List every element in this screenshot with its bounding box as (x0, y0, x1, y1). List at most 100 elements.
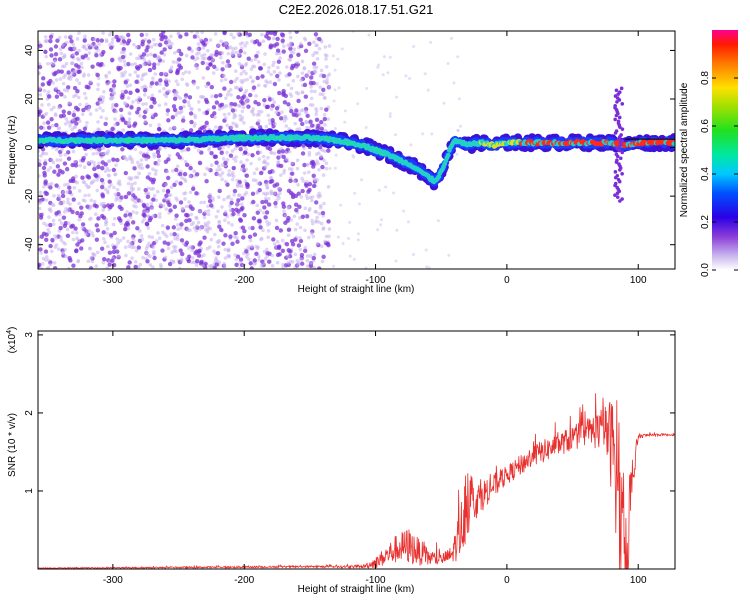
spectrogram-noise-point (182, 104, 186, 109)
spectrogram-noise-point (166, 43, 170, 48)
spectrogram-noise-point (65, 190, 70, 194)
spectrogram-noise-point (139, 199, 143, 204)
spectrogram-noise-point (220, 205, 224, 209)
spectrogram-noise-point (123, 194, 129, 200)
spectrogram-noise-point (261, 154, 266, 159)
spectrogram-noise-point (71, 263, 76, 268)
spectrogram-noise-point (50, 123, 55, 128)
spectrogram-noise-point (50, 237, 55, 243)
spectrogram-noise-point (146, 226, 151, 230)
spectrogram-noise-point (54, 236, 59, 240)
spectrogram-noise-point (360, 178, 364, 182)
spectrogram-noise-point (105, 189, 110, 193)
spectrogram-noise-point (280, 32, 285, 37)
spectrogram-noise-point (300, 151, 306, 156)
spectrogram-noise-point (95, 38, 100, 43)
spectrogram-noise-point (217, 188, 222, 194)
spectrogram-noise-point (116, 191, 121, 197)
spectrogram-noise-point (291, 112, 297, 117)
spectrogram-noise-point (286, 83, 291, 87)
spectrogram-noise-point (306, 163, 310, 167)
spectrogram-noise-point (102, 236, 106, 241)
spectrogram-noise-point (317, 220, 321, 224)
spectrogram-noise-point (278, 71, 282, 75)
spectrogram-noise-point (147, 171, 152, 176)
spectrogram-noise-point (239, 63, 244, 68)
spectrogram-noise-point (85, 120, 89, 125)
spectrogram-noise-point (232, 35, 236, 40)
spectrogram-noise-point (178, 248, 183, 253)
spectrogram-noise-point (38, 162, 42, 167)
spectrogram-noise-point (206, 167, 211, 172)
spectrogram-noise-point (318, 205, 323, 210)
spectrogram-noise-point (379, 223, 383, 227)
spectrogram-noise-point (255, 167, 259, 171)
spectrogram-noise-point (322, 201, 326, 206)
spectrogram-noise-point (171, 225, 177, 230)
spectrogram-noise-point (323, 53, 328, 57)
spectrogram-noise-point (430, 132, 434, 136)
spectrogram-noise-point (223, 233, 228, 238)
spectrogram-noise-point (238, 146, 243, 152)
spectrogram-noise-point (308, 119, 313, 124)
spectrogram-noise-point (48, 222, 53, 228)
spectrogram-noise-point (234, 46, 238, 51)
spectrogram-noise-point (231, 121, 235, 126)
spectrogram-plot-area (38, 31, 675, 269)
spectrogram-noise-point (130, 160, 135, 165)
spectrogram-noise-point (309, 123, 315, 128)
spectrogram-noise-point (252, 258, 257, 263)
spectrogram-noise-point (311, 234, 316, 239)
spectrogram-noise-point (156, 126, 162, 132)
snr-y-tick-label: 1 (24, 488, 35, 494)
spectrogram-noise-point (80, 65, 84, 70)
spectrogram-noise-point (179, 238, 185, 243)
spectrogram-noise-point (38, 62, 42, 66)
spectrogram-noise-point (275, 260, 280, 265)
spectrogram-noise-point (230, 223, 234, 227)
spectrogram-spur-point (619, 133, 623, 137)
spectrogram-noise-point (206, 56, 212, 61)
spectrogram-noise-point (155, 189, 160, 194)
spectrogram-noise-point (214, 262, 219, 267)
spectrogram-noise-point (73, 226, 78, 231)
spectrogram-noise-point (251, 85, 257, 90)
spectrogram-noise-point (411, 252, 415, 256)
spectrogram-noise-point (307, 170, 311, 175)
spectrogram-noise-point (172, 51, 177, 55)
spectrogram-noise-point (250, 244, 254, 249)
spectrogram-noise-point (317, 211, 322, 216)
spectrogram-noise-point (92, 252, 96, 257)
spectrogram-noise-point (44, 255, 49, 259)
spectrogram-noise-point (91, 234, 95, 238)
spectrogram-noise-point (151, 186, 156, 191)
spectrogram-noise-point (157, 103, 162, 108)
spectrogram-noise-point (113, 122, 117, 127)
spectrogram-y-axis-label: Frequency (Hz) (7, 116, 18, 185)
spectrogram-noise-point (58, 225, 63, 231)
spectrogram-noise-point (217, 220, 222, 225)
spectrogram-noise-point (146, 253, 150, 257)
spectrogram-noise-point (395, 95, 399, 99)
spectrogram-noise-point (257, 125, 263, 130)
spectrogram-noise-point (151, 265, 155, 269)
spectrogram-noise-point (233, 85, 238, 90)
spectrogram-noise-point (113, 117, 117, 121)
spectrogram-noise-point (293, 227, 298, 232)
spectrogram-noise-point (305, 254, 310, 258)
spectrogram-noise-point (236, 31, 240, 36)
spectrogram-noise-point (327, 44, 332, 48)
spectrogram-noise-point (63, 152, 67, 157)
spectrogram-noise-point (214, 52, 219, 57)
spectrogram-noise-point (142, 62, 146, 67)
spectrogram-noise-point (112, 92, 116, 96)
spectrogram-noise-point (204, 110, 210, 115)
spectrogram-noise-point (179, 51, 184, 57)
spectrogram-noise-point (204, 84, 209, 88)
spectrogram-noise-point (261, 228, 265, 233)
spectrogram-noise-point (157, 123, 161, 127)
spectrogram-noise-point (145, 32, 149, 37)
spectrogram-noise-point (88, 205, 93, 210)
spectrogram-noise-point (197, 209, 202, 214)
spectrogram-noise-point (115, 157, 120, 163)
